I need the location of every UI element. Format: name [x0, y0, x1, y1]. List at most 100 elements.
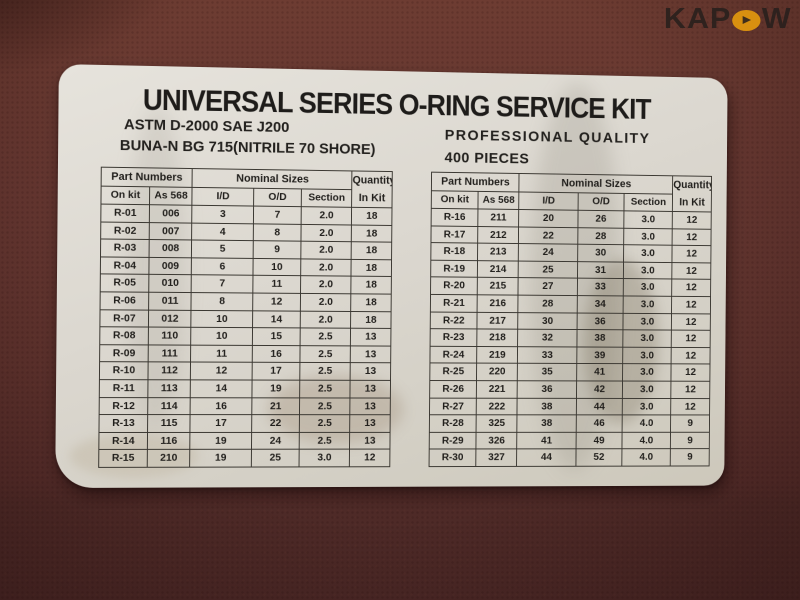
cell-od: 24 — [251, 432, 300, 450]
cell-on-kit: R-04 — [100, 256, 150, 275]
cell-id: 14 — [190, 379, 253, 398]
cell-od: 16 — [252, 345, 301, 363]
piece-count-line: 400 PIECES — [444, 149, 530, 168]
cell-as568: 215 — [477, 277, 519, 296]
cell-section: 3.0 — [622, 329, 672, 348]
cell-on-kit: R-22 — [430, 311, 478, 330]
cell-od: 34 — [577, 295, 624, 313]
cell-id: 17 — [190, 414, 252, 433]
cell-as568: 222 — [476, 397, 518, 415]
cell-od: 25 — [251, 449, 300, 467]
cell-section: 3.0 — [623, 312, 672, 331]
cell-od: 36 — [577, 312, 624, 330]
cell-as568: 009 — [149, 257, 192, 276]
cell-od: 38 — [576, 329, 624, 347]
cell-qty: 18 — [351, 224, 392, 243]
cell-on-kit: R-02 — [100, 221, 150, 240]
cell-as568: 221 — [476, 380, 518, 398]
cell-section: 2.5 — [300, 345, 351, 363]
header-od: O/D — [253, 188, 302, 207]
cell-od: 15 — [252, 327, 301, 346]
cell-id: 32 — [517, 329, 578, 347]
table-row: R-29 326 41 49 4.0 9 — [429, 431, 710, 450]
cell-as568: 325 — [476, 414, 518, 433]
cell-on-kit: R-19 — [430, 259, 478, 278]
cell-on-kit: R-01 — [100, 204, 150, 223]
table-row: R-15 210 19 25 3.0 12 — [98, 449, 390, 468]
cell-section: 2.0 — [300, 258, 352, 277]
cell-id: 27 — [518, 277, 578, 296]
cell-qty: 12 — [349, 449, 390, 467]
cell-id: 24 — [518, 243, 578, 262]
cell-as568: 010 — [148, 274, 192, 293]
cell-id: 7 — [191, 275, 253, 294]
header-section: Section — [624, 193, 673, 212]
cell-as568: 214 — [477, 260, 519, 278]
cell-qty: 18 — [351, 207, 392, 226]
cell-od: 42 — [576, 380, 623, 398]
cell-on-kit: R-15 — [98, 449, 148, 468]
quality-line: PROFESSIONAL QUALITY — [444, 126, 651, 147]
cell-section: 3.0 — [623, 295, 672, 314]
table-row: R-14 116 19 24 2.5 13 — [98, 432, 391, 450]
table-row: R-22 217 30 36 3.0 12 — [430, 311, 711, 331]
cell-on-kit: R-21 — [430, 294, 478, 312]
cell-section: 2.0 — [300, 276, 352, 294]
cell-on-kit: R-27 — [429, 397, 477, 415]
cell-as568: 011 — [148, 292, 192, 310]
cell-on-kit: R-03 — [100, 239, 150, 258]
cell-as568: 113 — [147, 379, 191, 398]
cell-id: 36 — [517, 380, 577, 398]
table-row: R-21 216 28 34 3.0 12 — [430, 294, 711, 314]
cell-id: 10 — [191, 327, 253, 346]
header-section: Section — [301, 188, 352, 208]
logo-text-kap: KAP — [664, 3, 732, 35]
cell-section: 3.0 — [623, 244, 673, 263]
header-as568: As 568 — [478, 191, 520, 210]
cell-id: 8 — [191, 292, 253, 311]
cell-on-kit: R-05 — [100, 274, 150, 293]
cell-qty: 12 — [671, 381, 710, 399]
cell-od: 52 — [575, 449, 623, 467]
cell-qty: 12 — [672, 245, 711, 263]
cell-qty: 18 — [350, 311, 392, 329]
cell-od: 8 — [253, 223, 302, 242]
cell-od: 41 — [576, 363, 623, 381]
cell-as568: 219 — [476, 346, 518, 364]
cell-qty: 13 — [350, 397, 391, 415]
cell-section: 3.0 — [299, 449, 350, 467]
table-row: R-10 112 12 17 2.5 13 — [99, 362, 391, 381]
cell-on-kit: R-08 — [99, 326, 149, 345]
cell-qty: 12 — [670, 398, 710, 416]
play-arrow-icon — [743, 15, 752, 24]
cell-section: 3.0 — [623, 210, 673, 229]
cell-on-kit: R-12 — [99, 397, 148, 415]
cell-qty: 18 — [351, 241, 392, 260]
cell-on-kit: R-07 — [99, 309, 149, 328]
cell-qty: 12 — [671, 330, 711, 348]
cell-id: 5 — [191, 240, 254, 259]
cell-section: 3.0 — [622, 346, 672, 365]
cell-od: 22 — [251, 414, 300, 433]
cell-qty: 12 — [672, 228, 712, 246]
cell-section: 2.5 — [299, 397, 351, 415]
cell-od: 31 — [577, 261, 624, 279]
cell-section: 2.5 — [299, 414, 351, 433]
cell-id: 20 — [518, 209, 579, 228]
cell-as568: 007 — [149, 222, 193, 241]
cell-as568: 218 — [476, 329, 519, 347]
cell-on-kit: R-11 — [99, 379, 149, 398]
cell-section: 2.5 — [299, 432, 350, 450]
cell-as568: 211 — [477, 208, 520, 227]
header-nominal-sizes: Nominal Sizes — [192, 168, 353, 190]
oring-service-kit-label: UNIVERSAL SERIES O-RING SERVICE KIT ASTM… — [55, 64, 728, 489]
spec-material-line: BUNA-N BG 715(NITRILE 70 SHORE) — [119, 137, 376, 159]
cell-od: 44 — [576, 397, 623, 416]
header-part-numbers: Part Numbers — [431, 172, 520, 192]
table-row: R-09 111 11 16 2.5 13 — [99, 344, 391, 364]
cell-section: 3.0 — [623, 227, 673, 246]
parts-table-left: Part Numbers Nominal Sizes Quantity In Ki… — [98, 167, 393, 468]
cell-on-kit: R-24 — [429, 346, 477, 364]
header-od: O/D — [578, 192, 625, 211]
cell-qty: 12 — [671, 364, 710, 382]
